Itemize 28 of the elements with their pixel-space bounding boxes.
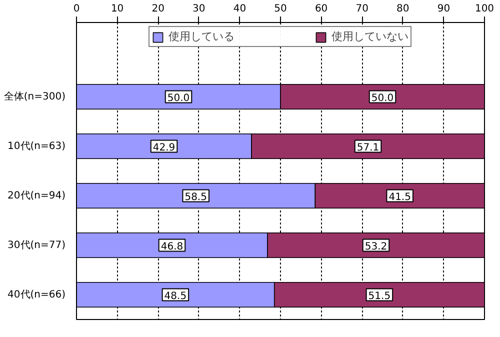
x-tick-label: 30: [192, 4, 206, 14]
data-label: 57.1: [356, 142, 380, 154]
x-tick-label: 10: [110, 4, 124, 14]
data-label: 58.5: [184, 192, 207, 203]
y-tick-label: 30代(n=77): [8, 240, 66, 251]
data-label: 48.5: [164, 290, 187, 302]
data-label: 46.8: [160, 241, 184, 252]
y-tick-label: 10代(n=63): [8, 140, 66, 152]
legend-label: 使用している: [168, 29, 234, 44]
x-tick-label: 90: [437, 4, 450, 14]
x-tick-label: 0: [73, 4, 80, 14]
x-tick-label: 40: [233, 4, 246, 14]
data-label: 53.2: [364, 241, 388, 252]
data-label: 41.5: [388, 192, 411, 203]
data-label: 50.0: [167, 92, 190, 104]
x-tick-label: 100: [474, 4, 494, 14]
data-label: 42.9: [152, 142, 176, 154]
legend-label: 使用していない: [332, 29, 408, 44]
y-tick-label: 全体(n=300): [4, 90, 66, 102]
x-tick-label: 50: [274, 4, 287, 14]
x-tick-label: 20: [152, 4, 164, 14]
x-tick-label: 70: [356, 4, 368, 14]
x-tick-label: 80: [396, 4, 410, 14]
y-tick-label: 20代(n=94): [8, 190, 66, 202]
data-label: 51.5: [368, 290, 391, 302]
y-tick-label: 40代(n=66): [8, 289, 66, 300]
data-label: 50.0: [371, 92, 394, 104]
x-tick-label: 60: [314, 4, 328, 14]
